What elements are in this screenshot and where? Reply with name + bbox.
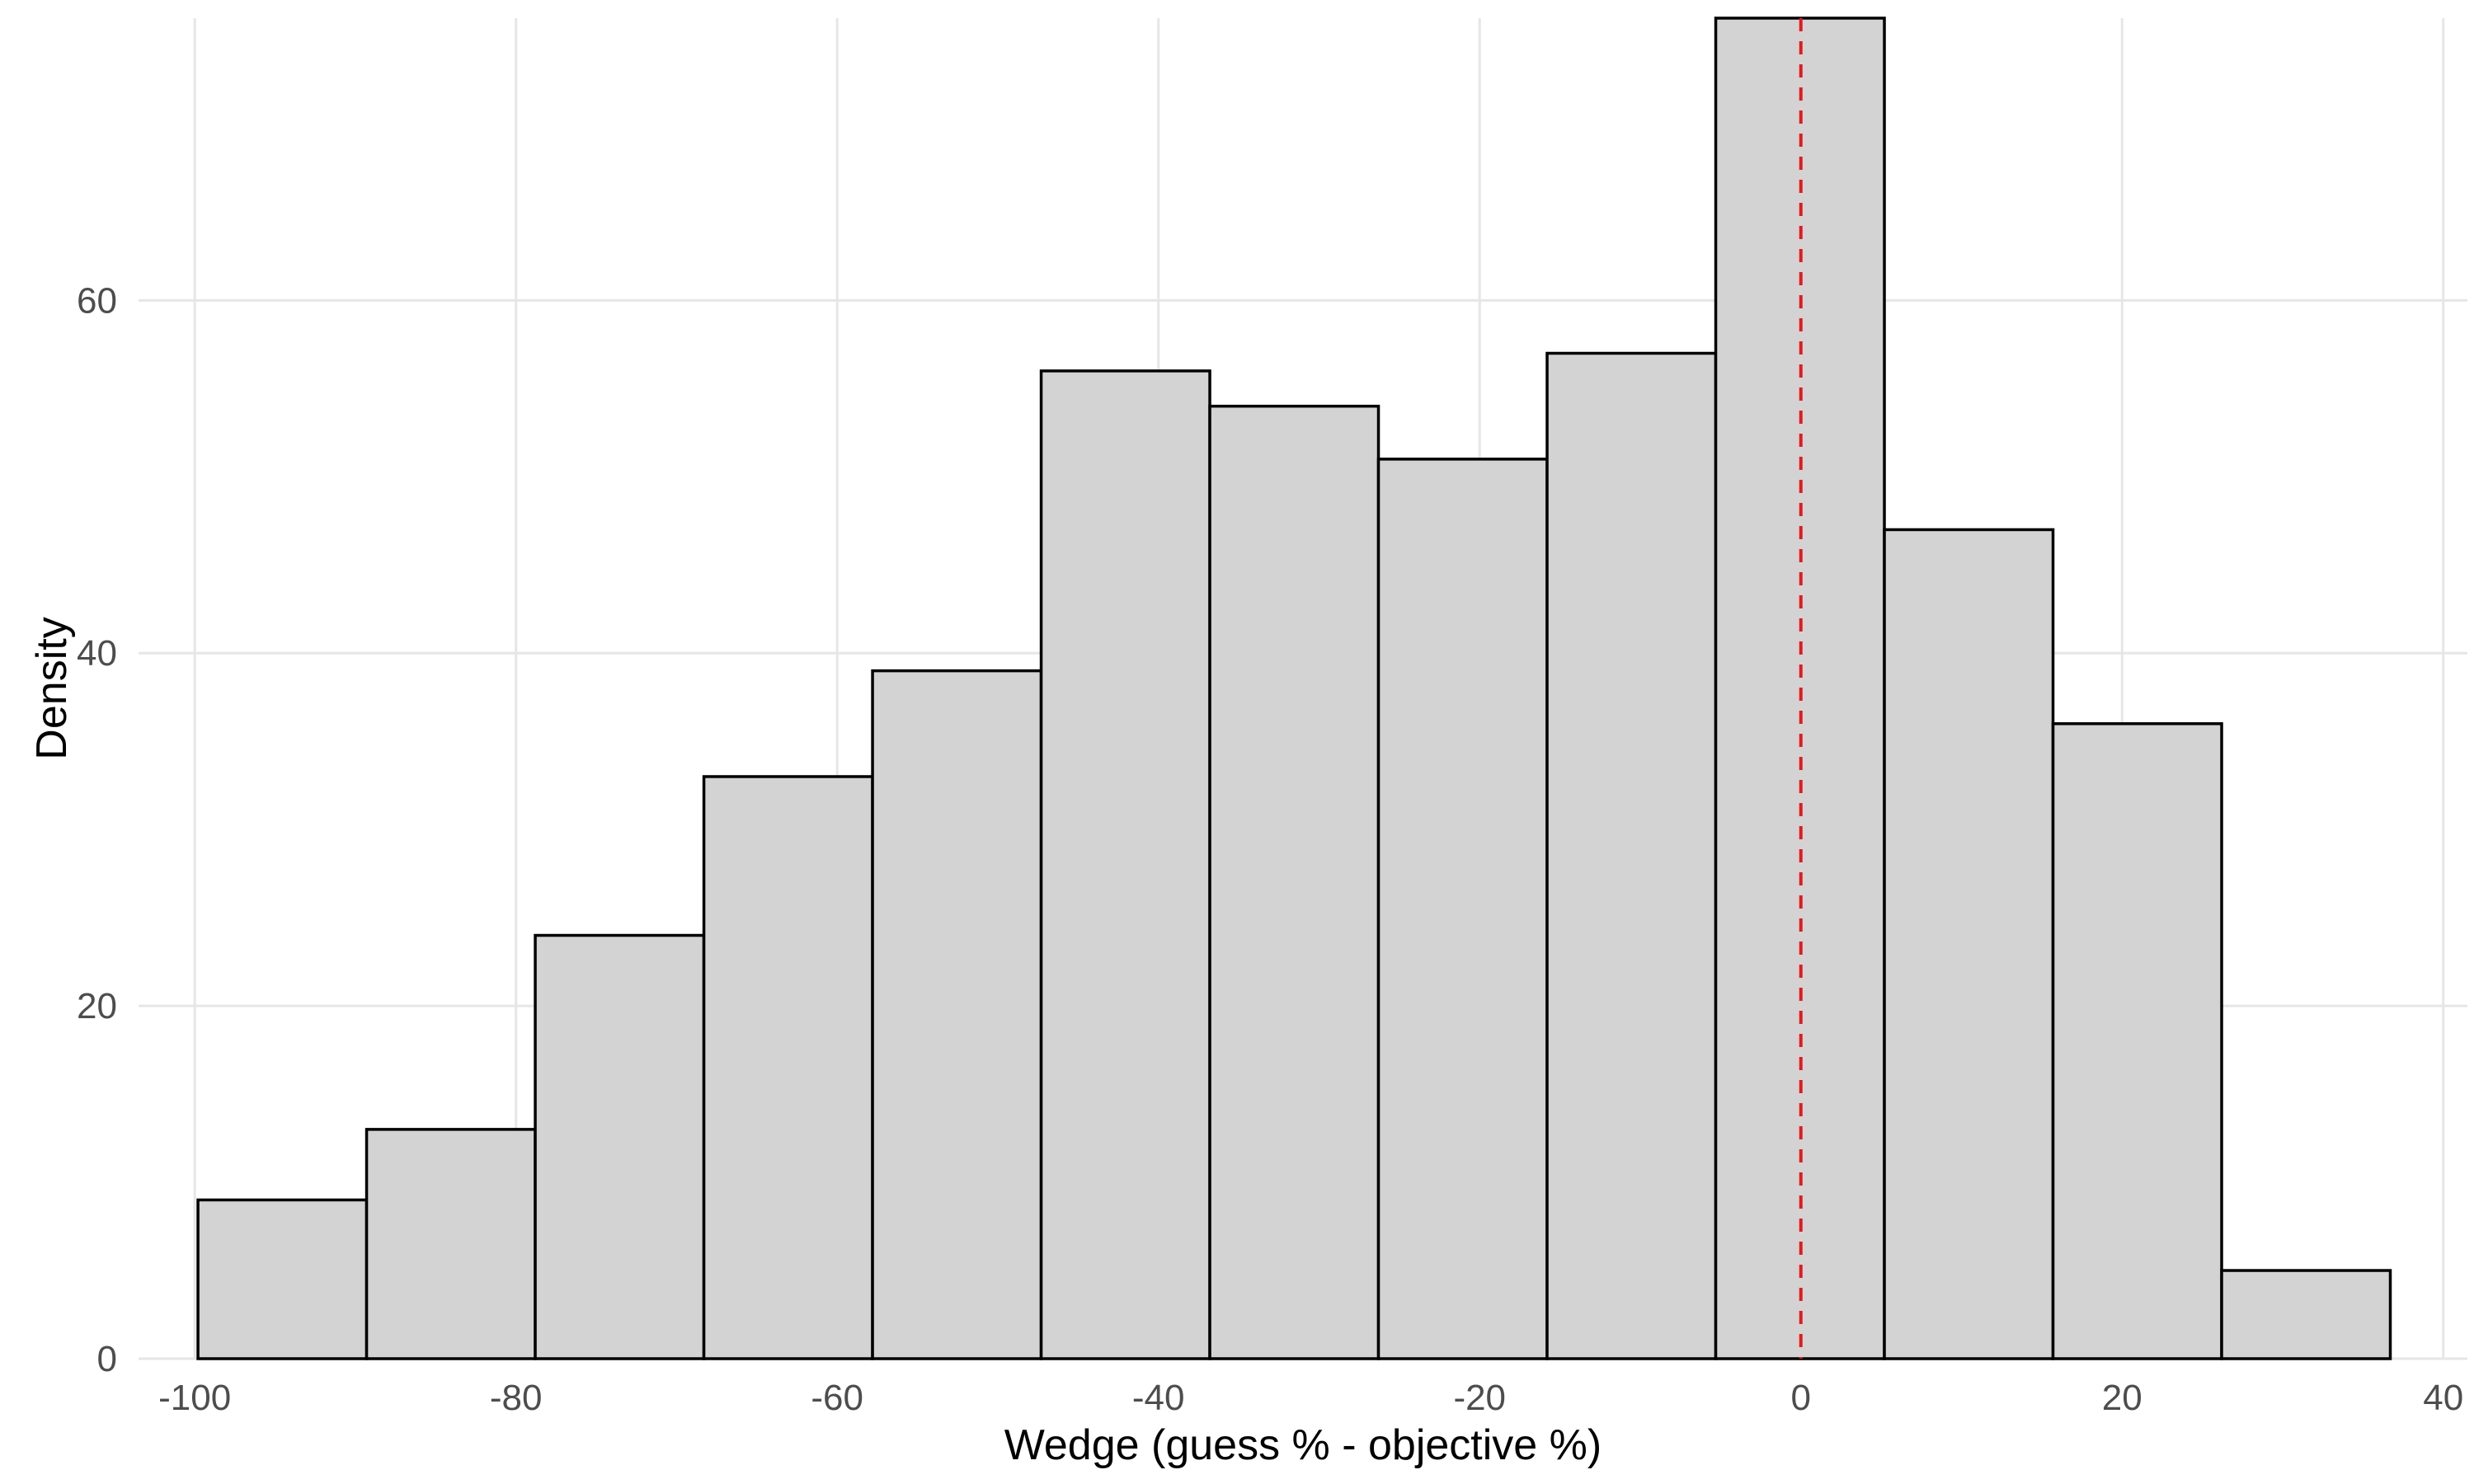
histogram-bar — [1376, 458, 1549, 1360]
y-axis-ticks: 0 20 40 60 — [77, 280, 117, 1379]
histogram-bar — [702, 775, 874, 1360]
histogram-bar — [2051, 722, 2223, 1360]
histogram-bar — [871, 669, 1043, 1360]
x-tick-label: -80 — [490, 1378, 543, 1418]
x-axis-title: Wedge (guess % - objective %) — [1004, 1421, 1602, 1469]
y-tick-label: 60 — [77, 280, 117, 321]
y-tick-label: 40 — [77, 633, 117, 674]
histogram-bar — [1545, 351, 1718, 1360]
x-tick-label: -20 — [1453, 1378, 1506, 1418]
histogram-bars — [196, 16, 2392, 1360]
histogram-bar — [534, 933, 706, 1360]
histogram-bar — [2220, 1269, 2392, 1360]
x-tick-label: 0 — [1791, 1378, 1811, 1418]
histogram-bar — [365, 1128, 537, 1360]
x-tick-label: -40 — [1132, 1378, 1185, 1418]
x-tick-label: 40 — [2423, 1378, 2463, 1418]
histogram-bar — [1208, 404, 1380, 1360]
histogram-bar — [196, 1198, 369, 1360]
x-tick-label: 20 — [2102, 1378, 2142, 1418]
x-tick-label: -100 — [158, 1378, 231, 1418]
histogram-bar — [1039, 369, 1211, 1360]
x-axis-ticks: -100 -80 -60 -40 -20 0 20 40 — [158, 1378, 2463, 1418]
y-tick-label: 20 — [77, 986, 117, 1026]
x-tick-label: -60 — [811, 1378, 863, 1418]
y-tick-label: 0 — [97, 1339, 117, 1379]
y-axis-title: Density — [28, 617, 76, 759]
histogram-bar — [1883, 528, 2055, 1360]
